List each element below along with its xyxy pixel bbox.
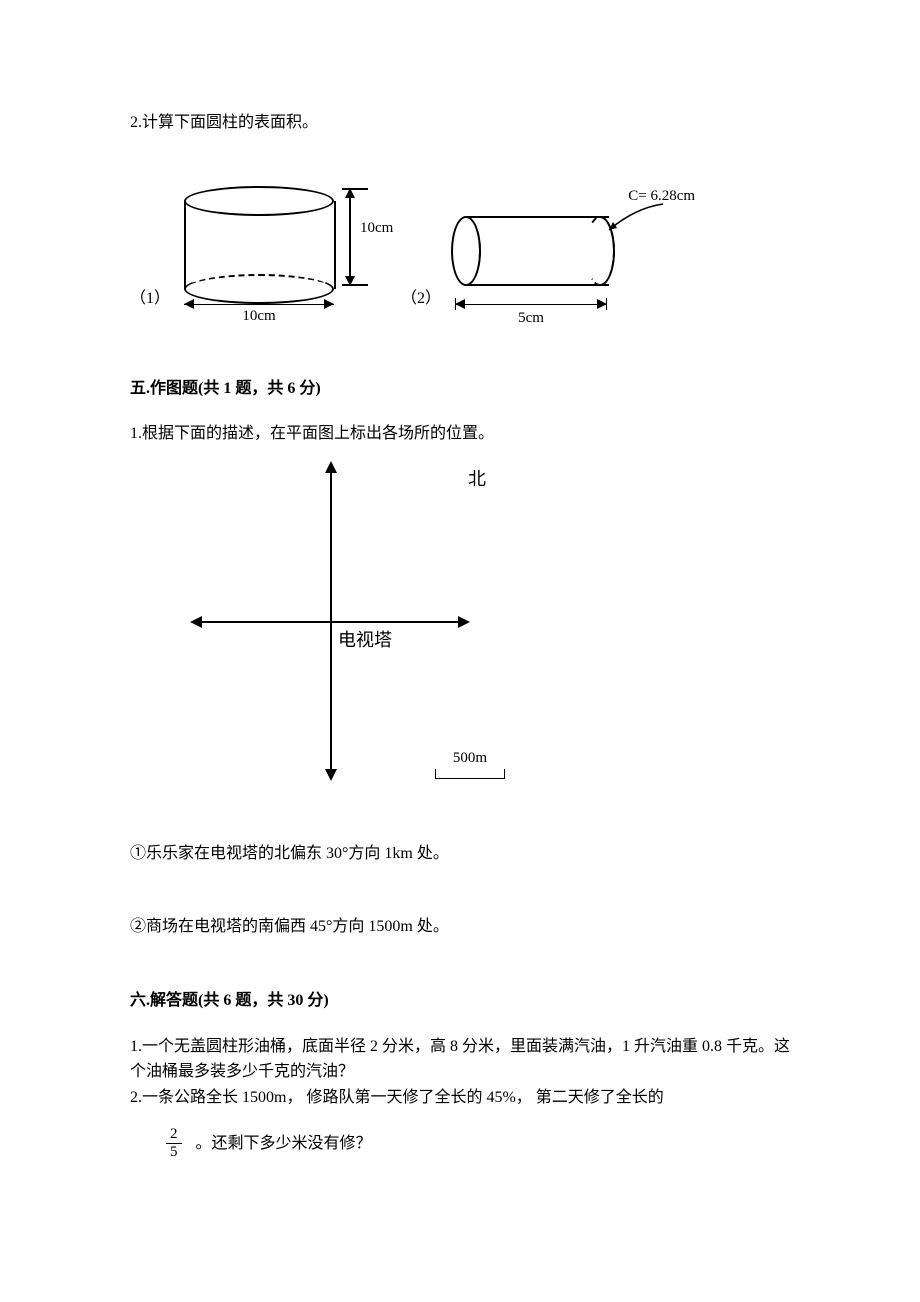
- cylinder-horizontal: C= 6.28cm 5cm: [455, 206, 695, 326]
- q2-title: 2.计算下面圆柱的表面积。: [130, 110, 790, 136]
- page: 2.计算下面圆柱的表面积。 （1） 10cm 10cm （2） C= 6.28c…: [0, 0, 920, 1302]
- sec5-heading: 五.作图题(共 1 题，共 6 分): [130, 376, 790, 402]
- q2-figure-row: （1） 10cm 10cm （2） C= 6.28cm: [130, 186, 790, 326]
- sec6-q2a: 2.一条公路全长 1500m， 修路队第一天修了全长的 45%， 第二天修了全长…: [130, 1085, 790, 1111]
- scale-label: 500m: [453, 750, 487, 766]
- fraction-numerator: 2: [166, 1126, 182, 1143]
- compass-figure: 电视塔 北 500m: [200, 471, 540, 801]
- cyl1-height-label: 10cm: [360, 220, 393, 237]
- sec6-q2-fraction-row: 2 5 。还剩下多少米没有修？: [166, 1126, 790, 1160]
- fraction-denominator: 5: [166, 1144, 182, 1161]
- compass-center-label: 电视塔: [338, 626, 392, 652]
- q2-item2-label: （2）: [401, 284, 441, 308]
- scale-bar: 500m: [435, 750, 505, 779]
- sec5-p1: ①乐乐家在电视塔的北偏东 30°方向 1km 处。: [130, 841, 790, 867]
- sec6-q2b: 。还剩下多少米没有修？: [196, 1131, 372, 1157]
- north-label: 北: [468, 469, 486, 489]
- fraction-2-5: 2 5: [166, 1126, 182, 1160]
- sec5-q1: 1.根据下面的描述，在平面图上标出各场所的位置。: [130, 421, 790, 447]
- sec6-heading: 六.解答题(共 6 题，共 30 分): [130, 988, 790, 1014]
- cyl2-length-label: 5cm: [455, 310, 607, 327]
- sec5-p2: ②商场在电视塔的南偏西 45°方向 1500m 处。: [130, 914, 790, 940]
- cyl1-diameter-label: 10cm: [184, 308, 334, 325]
- sec6-q1: 1.一个无盖圆柱形油桶，底面半径 2 分米，高 8 分米，里面装满汽油，1 升汽…: [130, 1034, 790, 1085]
- q2-item1-label: （1）: [130, 284, 170, 308]
- cylinder-upright: 10cm 10cm: [184, 186, 369, 326]
